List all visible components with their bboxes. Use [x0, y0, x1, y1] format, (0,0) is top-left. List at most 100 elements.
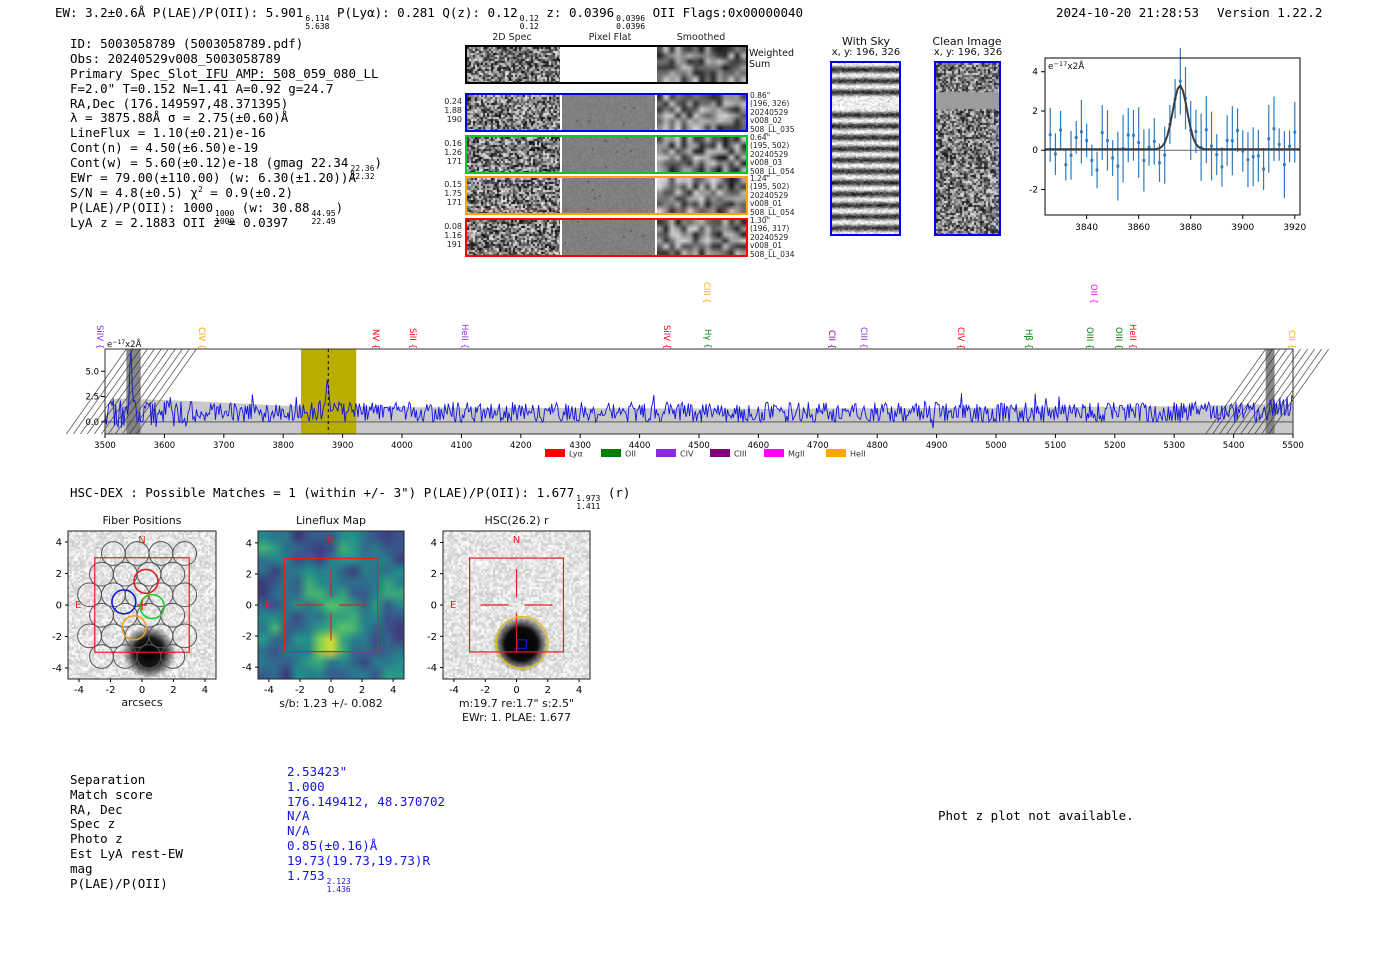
svg-text:2: 2 [170, 685, 176, 696]
svg-text:-2: -2 [427, 632, 437, 643]
fraction-value: 0.0396 0.0396 [616, 14, 646, 31]
spec2d-row-right-labels: 0.86" (196, 326) 20240529 v008_02 508_LL_035 [750, 91, 795, 134]
match-row-label: Est LyA rest-EW [70, 845, 183, 861]
match-row-value: N/A [287, 823, 310, 839]
pixel-flat-image [562, 178, 655, 213]
svg-text:2.5: 2.5 [85, 393, 99, 403]
svg-text:4600: 4600 [748, 441, 770, 451]
svg-text:E: E [75, 600, 81, 611]
clean-image-title: Clean Image [932, 35, 1002, 48]
match-row-label: mag [70, 860, 93, 876]
header-timestamp: 2024-10-20 21:28:53 [1056, 5, 1199, 20]
emission-line-label-civ: CIV { [195, 327, 206, 350]
info-line-0: ID: 5003058789 (5003058789.pdf) [70, 36, 304, 51]
emission-line-label-siii: SiII { [407, 328, 418, 349]
pixel-flat-image [562, 137, 655, 172]
svg-text:E: E [265, 600, 271, 611]
match-row-value: N/A [287, 808, 310, 824]
spec2d-row-left-labels: 0.24 1.88 190 [444, 97, 462, 124]
info-line-10: S/N = 4.8(±0.5) χ2 = 0.9(±0.2) [70, 184, 294, 201]
svg-text:-4: -4 [74, 685, 84, 696]
fraction-value: 1.973 1.411 [576, 494, 601, 511]
svg-text:4: 4 [202, 685, 208, 696]
match-row-label: Separation [70, 772, 146, 787]
smoothed-image [657, 47, 746, 82]
svg-text:4: 4 [390, 685, 396, 696]
svg-text:4: 4 [576, 685, 582, 696]
svg-text:E: E [450, 600, 456, 611]
fraction-value: 22.36 22.32 [350, 164, 375, 182]
info-line-7: Cont(n) = 4.50(±6.50)e-19 [70, 140, 259, 156]
info-line-2: Primary Spec_Slot_IFU_AMP: 508_059_080_L… [70, 65, 379, 81]
fraction-value: 1000 1000 [215, 208, 235, 226]
emission-line-label-siiv: SiIV { [94, 325, 105, 350]
svg-text:0: 0 [1032, 146, 1038, 156]
svg-text:e−17x2Å: e−17x2Å [1048, 60, 1085, 72]
svg-text:3860: 3860 [1127, 223, 1150, 233]
emission-line-label-civ: CIV { [954, 327, 965, 350]
svg-text:4500: 4500 [688, 441, 710, 451]
svg-text:N: N [327, 535, 334, 546]
lineflux-caption: s/b: 1.23 +/- 0.082 [279, 697, 383, 710]
svg-text:CIV: CIV [680, 450, 694, 459]
hsc-cutout-image [443, 531, 590, 679]
with-sky-title: With Sky [842, 35, 890, 48]
info-line-5: λ = 3875.88Å σ = 2.75(±0.60)Å [70, 110, 289, 126]
smoothed-image [657, 95, 746, 130]
svg-text:-2: -2 [1029, 185, 1038, 195]
spec2d-row [465, 176, 748, 215]
header-summary: EW: 3.2±0.6Å P(LAE)/P(OII): 5.901 6.114 5.… [55, 5, 804, 31]
svg-text:0: 0 [431, 601, 437, 612]
lineflux-map-title: Lineflux Map [295, 514, 367, 527]
svg-text:-2: -2 [52, 632, 62, 643]
hsc-cutout-title: HSC(26.2) r [484, 514, 549, 527]
svg-text:3920: 3920 [1283, 223, 1306, 233]
info-line-1: Obs: 20240529v008_5003058789 [70, 50, 281, 66]
smoothed-image [657, 220, 746, 255]
with-sky-image [832, 63, 899, 234]
with-sky-panel [830, 61, 901, 236]
fraction-value: 2.123 1.436 [326, 876, 351, 894]
spec2d-row-right-labels: 1.30" (196, 317) 20240529 v008_01 508_LL_034 [750, 216, 795, 259]
match-row-value: 1.753 2.123 1.436 [287, 867, 351, 894]
emission-line-label-siiv: SiIV { [660, 325, 671, 350]
svg-text:4300: 4300 [569, 441, 591, 451]
svg-text:3900: 3900 [1231, 223, 1254, 233]
svg-text:3900: 3900 [332, 441, 354, 451]
match-row-value: 176.149412, 48.370702 [287, 793, 446, 809]
svg-text:HeII: HeII [850, 450, 866, 459]
spec2d-row-left-labels: 0.15 1.75 171 [444, 180, 462, 207]
info-line-4: RA,Dec (176.149597,48.371395) [70, 95, 289, 111]
svg-text:0: 0 [513, 685, 519, 696]
svg-text:0: 0 [246, 601, 252, 612]
fraction-value: 44.95 22.49 [311, 208, 336, 226]
match-row-value: 19.73(19.73,19.73)R [287, 852, 430, 868]
header-version: Version 1.22.2 [1217, 5, 1323, 20]
detection-info-block: ID: 5003058789 (5003058789.pdf) Obs: 2024… [70, 36, 382, 230]
svg-text:Lyα: Lyα [569, 450, 583, 459]
info-line-3: F=2.0" T=0.152 N=1.41 A=0.92 g=24.7 [70, 80, 334, 96]
svg-text:3600: 3600 [154, 441, 176, 451]
svg-text:4700: 4700 [807, 441, 829, 451]
clean-image [936, 63, 999, 234]
info-line-6: LineFlux = 1.10(±0.21)e-16 [70, 125, 266, 141]
emission-line-label-cii: CII { [826, 330, 837, 350]
emission-line-label-oii: OII { [1087, 284, 1098, 304]
info-line-11: P(LAE)/P(OII): 1000 1000 1000 (w: 30.88 44.… [70, 199, 344, 226]
pixel-flat-image [562, 220, 655, 255]
svg-text:5.0: 5.0 [85, 367, 99, 377]
svg-text:CIII: CIII [734, 450, 747, 459]
spec2d-row [465, 93, 748, 132]
match-row-label: P(LAE)/P(OII) [70, 875, 168, 891]
svg-text:-2: -2 [295, 685, 305, 696]
emission-line-label-nv: NV { [369, 329, 380, 350]
svg-text:-2: -2 [242, 632, 252, 643]
spec2d-image [467, 137, 560, 172]
svg-text:-4: -4 [264, 685, 274, 696]
svg-text:2: 2 [56, 569, 62, 580]
svg-text:5100: 5100 [1045, 441, 1067, 451]
svg-text:4: 4 [431, 538, 437, 549]
svg-text:4100: 4100 [451, 441, 473, 451]
pixel-flat-image [562, 47, 655, 82]
